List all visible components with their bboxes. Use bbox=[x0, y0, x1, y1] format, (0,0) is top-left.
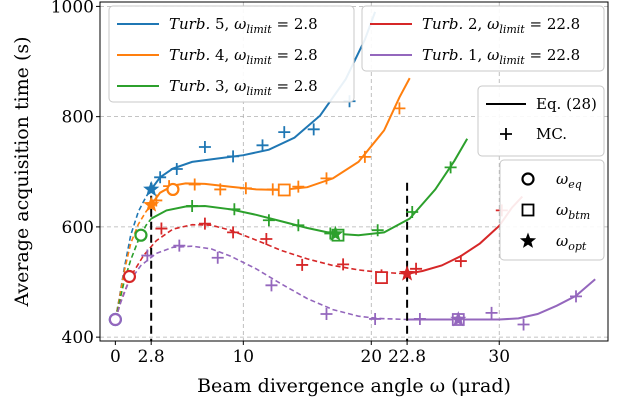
mc-point bbox=[413, 312, 426, 325]
legend-box-left bbox=[108, 5, 355, 103]
mc-point bbox=[211, 251, 224, 264]
x-tick-label: 30 bbox=[488, 347, 510, 367]
mc-point bbox=[170, 163, 183, 176]
mc-point bbox=[296, 258, 309, 271]
mc-point bbox=[369, 312, 382, 325]
omega-eq-marker bbox=[166, 182, 180, 197]
legend-mc-label: MC. bbox=[536, 125, 567, 143]
mc-point bbox=[337, 258, 350, 271]
y-tick-label: 400 bbox=[62, 328, 94, 348]
legend-label: Turb. 4, ωlimit = 2.8 bbox=[169, 46, 318, 67]
mc-point bbox=[406, 206, 419, 219]
legends: Turb. 5, ωlimit = 2.8 Turb. 4, ωlimit = 2… bbox=[108, 5, 605, 261]
mc-point bbox=[198, 140, 211, 153]
mc-point bbox=[186, 199, 199, 212]
omega-opt-marker bbox=[450, 311, 467, 327]
y-tick-label: 1000 bbox=[51, 0, 94, 17]
mc-point bbox=[358, 150, 371, 163]
series-dashed-curve bbox=[114, 218, 152, 320]
legend-label: Turb. 3, ωlimit = 2.8 bbox=[169, 77, 318, 98]
omega-eq-marker bbox=[122, 269, 137, 284]
mc-point bbox=[570, 290, 583, 303]
plot-frame bbox=[99, 1, 609, 342]
mc-point bbox=[155, 222, 168, 235]
special-markers bbox=[108, 180, 467, 327]
x-tick-label: 0 bbox=[110, 347, 121, 367]
x-tick-label: 2.8 bbox=[138, 347, 165, 367]
omega-limit-lines bbox=[150, 182, 409, 341]
legend-circle-marker bbox=[521, 172, 535, 186]
mc-point bbox=[307, 123, 320, 136]
mc-point bbox=[173, 239, 186, 252]
mc-point bbox=[154, 171, 167, 184]
legend-marker-label: ωeq bbox=[556, 170, 582, 191]
x-tick-label: 22.8 bbox=[388, 347, 426, 367]
mc-point bbox=[141, 249, 154, 262]
series-dashed-curve bbox=[114, 245, 408, 321]
mc-point bbox=[278, 126, 291, 139]
y-tick-label: 800 bbox=[62, 108, 94, 128]
mc-point bbox=[265, 279, 278, 292]
omega-opt-marker bbox=[143, 196, 160, 212]
legend-label: Turb. 1, ωlimit = 22.8 bbox=[422, 46, 580, 67]
mc-point bbox=[188, 178, 201, 191]
mc-point bbox=[485, 306, 498, 319]
y-axis-title: Average acquisition time (s) bbox=[11, 36, 33, 307]
y-tick-label: 600 bbox=[62, 218, 94, 238]
omega-opt-marker bbox=[143, 180, 160, 197]
omega-opt-marker bbox=[399, 265, 416, 281]
mc-point bbox=[198, 217, 211, 230]
mc-point bbox=[410, 262, 423, 275]
mc-point bbox=[292, 219, 305, 232]
mc-point bbox=[227, 150, 240, 163]
omega-btm-marker bbox=[277, 183, 291, 197]
legend-mc-swatch bbox=[500, 128, 512, 140]
mc-point bbox=[444, 161, 457, 174]
mc-point bbox=[260, 233, 273, 246]
mc-point bbox=[227, 226, 240, 239]
axes: 0 2.8 10 20 22.8 30 400 600 800 1000 Beam divergen… bbox=[11, 0, 609, 397]
mc-point bbox=[371, 224, 384, 237]
x-tick-label: 20 bbox=[360, 347, 382, 367]
mc-point bbox=[262, 214, 275, 227]
mc-point bbox=[517, 318, 530, 331]
legend-marker-label: ωbtm bbox=[556, 201, 590, 222]
legend-label: Turb. 5, ωlimit = 2.8 bbox=[169, 15, 318, 36]
mc-point bbox=[454, 255, 467, 268]
mc-point bbox=[228, 203, 241, 216]
legend-eq28-label: Eq. (28) bbox=[536, 95, 597, 113]
legend-star-marker bbox=[519, 232, 537, 248]
series-dashed-curve bbox=[114, 223, 408, 320]
mc-point bbox=[320, 172, 333, 185]
legend-label: Turb. 2, ωlimit = 22.8 bbox=[422, 15, 580, 36]
omega-eq-marker bbox=[108, 312, 122, 327]
series-solid-curve bbox=[407, 278, 596, 321]
mc-point bbox=[239, 182, 252, 195]
x-axis-title: Beam divergence angle ω (μrad) bbox=[197, 375, 511, 397]
legend-marker-label: ωopt bbox=[556, 232, 587, 253]
mc-point bbox=[393, 102, 406, 115]
mc-point bbox=[266, 183, 279, 196]
legend-square-marker bbox=[521, 203, 535, 217]
mc-point bbox=[320, 307, 333, 320]
mc-point bbox=[214, 183, 227, 196]
mc-point bbox=[256, 139, 269, 152]
legend-box-right bbox=[361, 5, 605, 72]
omega-opt-marker bbox=[327, 225, 344, 241]
mc-point bbox=[292, 180, 305, 193]
omega-eq-marker bbox=[134, 228, 148, 242]
x-tick-label: 10 bbox=[232, 347, 254, 367]
omega-btm-marker bbox=[375, 271, 388, 285]
